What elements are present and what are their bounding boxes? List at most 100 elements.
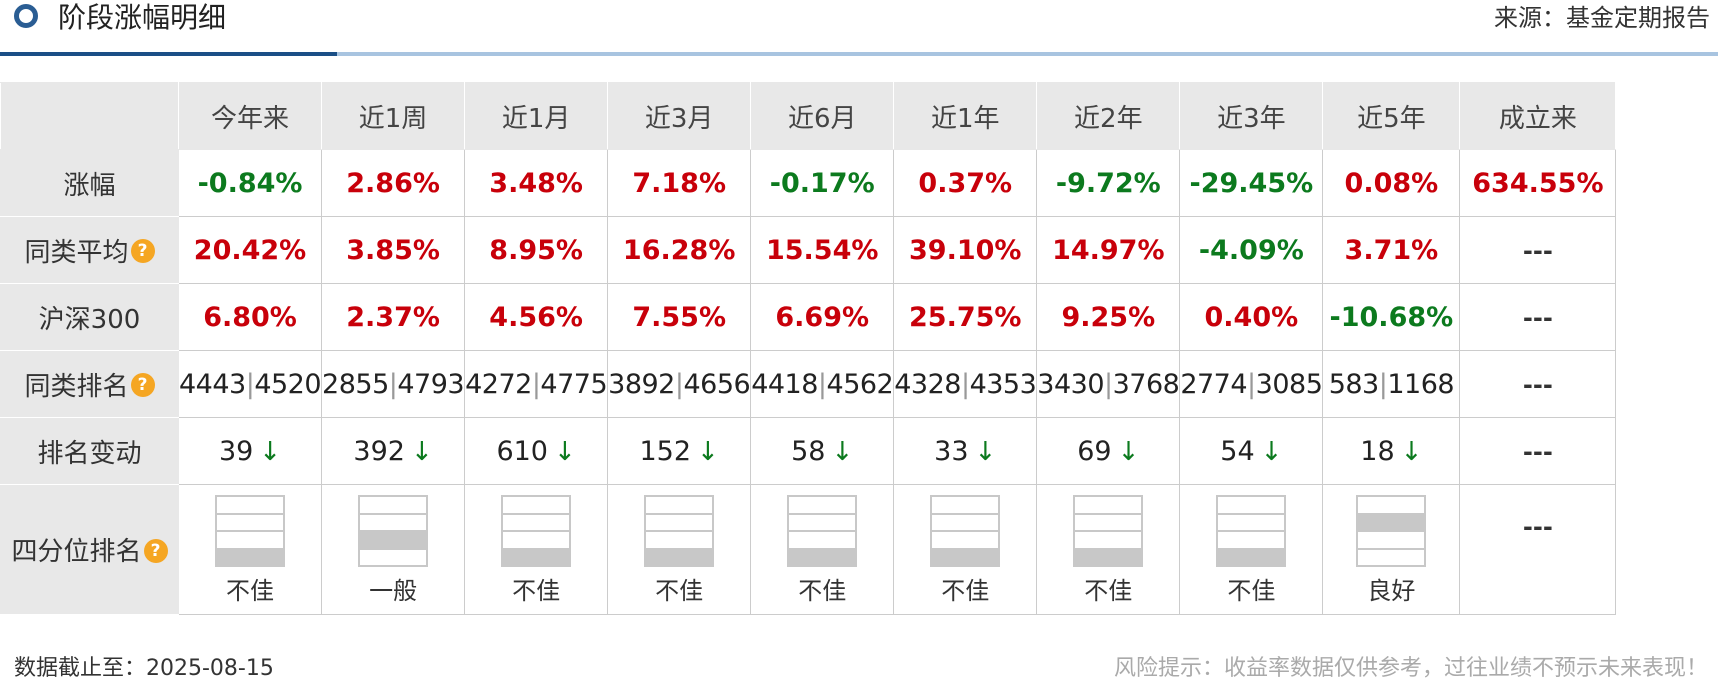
rank-change-cell: 58 ↓	[750, 417, 895, 485]
rank-separator: |	[245, 368, 255, 400]
percent-value: 0.40%	[1204, 301, 1299, 333]
period-header: 近2年	[1036, 82, 1181, 150]
rank-separator: |	[817, 368, 827, 400]
quartile-segment	[1358, 549, 1425, 565]
quartile-chart	[501, 495, 572, 567]
rank-change-value: 69	[1077, 435, 1112, 467]
value-cell: -29.45%	[1179, 149, 1324, 217]
rank-change-cell: 18 ↓	[1322, 417, 1461, 485]
quartile-chart	[358, 495, 429, 567]
period-header: 近1周	[321, 82, 466, 150]
percent-value: -0.84%	[197, 167, 303, 199]
value-cell: ---	[1459, 350, 1617, 418]
risk-notice: 风险提示：收益率数据仅供参考，过往业绩不预示未来表现！	[1113, 656, 1708, 681]
rank-separator: |	[531, 368, 541, 400]
value-cell: 20.42%	[177, 216, 323, 284]
quartile-segment	[1218, 497, 1285, 515]
percent-value: 3.48%	[489, 167, 583, 199]
value-cell: 3.71%	[1322, 216, 1461, 284]
quartile-chart	[930, 495, 1001, 567]
arrow-down-icon: ↓	[831, 436, 854, 467]
percent-value: 2.86%	[346, 167, 440, 199]
quartile-segment	[932, 549, 999, 565]
row-label-return: 涨幅	[0, 149, 179, 217]
quartile-chart	[215, 495, 286, 567]
rank-change-cell: 69 ↓	[1036, 417, 1181, 485]
rank-separator: |	[1378, 368, 1388, 400]
quartile-segment	[1075, 514, 1142, 532]
quartile-segment	[217, 497, 284, 515]
section-header: 阶段涨幅明细 来源：基金定期报告	[0, 0, 1718, 58]
percent-value: 634.55%	[1472, 167, 1604, 199]
quartile-label: 不佳	[941, 577, 990, 605]
help-icon[interactable]: ?	[130, 373, 155, 397]
quartile-segment	[1075, 532, 1142, 550]
rank-change-cell: 610 ↓	[464, 417, 609, 485]
quartile-segment	[646, 514, 713, 532]
value-cell: 6.80%	[177, 283, 323, 351]
percent-value: 7.55%	[632, 301, 726, 333]
percent-value: -4.09%	[1198, 234, 1304, 266]
rank-separator: |	[960, 368, 970, 400]
percent-value: 4.56%	[489, 301, 583, 333]
rank-total: 4656	[683, 368, 751, 400]
arrow-down-icon: ↓	[553, 436, 576, 467]
percent-value: 39.10%	[909, 234, 1022, 266]
quartile-segment	[360, 514, 427, 532]
return-row: 涨幅 -0.84% 2.86% 3.48% 7.18% -0.17% 0.37% -9.72…	[0, 149, 1617, 217]
rank-change-cell: 33 ↓	[893, 417, 1038, 485]
quartile-cell: 不佳	[464, 484, 609, 615]
quartile-chart	[1356, 495, 1427, 567]
quartile-segment	[217, 549, 284, 565]
value-cell: 0.40%	[1179, 283, 1324, 351]
period-header: 成立来	[1459, 82, 1617, 150]
help-icon[interactable]: ?	[130, 239, 155, 263]
rank-position: 2855	[322, 368, 390, 400]
rank-change-value: 58	[791, 435, 826, 467]
percent-value: 14.97%	[1052, 234, 1165, 266]
value-cell: 7.18%	[607, 149, 752, 217]
quartile-segment	[932, 532, 999, 550]
percent-value: 7.18%	[632, 167, 726, 199]
value-cell: 6.69%	[750, 283, 895, 351]
rank-change-cell: 54 ↓	[1179, 417, 1324, 485]
rank-cell: 3430|3768	[1036, 350, 1181, 418]
quartile-segment	[789, 549, 856, 565]
value-cell: 8.95%	[464, 216, 609, 284]
row-label-quartile: 四分位排名?	[0, 484, 179, 615]
rank-separator: |	[1104, 368, 1113, 400]
period-header: 近5年	[1322, 82, 1461, 150]
quartile-segment	[217, 514, 284, 532]
percent-value: 25.75%	[909, 301, 1022, 333]
quartile-label: 不佳	[512, 577, 561, 605]
rank-change-cell: 392 ↓	[321, 417, 466, 485]
quartile-cell: 不佳	[893, 484, 1038, 615]
arrow-down-icon: ↓	[259, 436, 282, 467]
empty-value: ---	[1522, 437, 1553, 466]
quartile-chart	[1216, 495, 1287, 567]
rank-change-value: 152	[639, 435, 692, 467]
quartile-segment	[789, 497, 856, 515]
quartile-cell: 不佳	[177, 484, 323, 615]
rank-change-value: 18	[1360, 435, 1395, 467]
row-label-rank-change: 排名变动	[0, 417, 179, 485]
quartile-segment	[360, 497, 427, 515]
value-cell: 0.08%	[1322, 149, 1461, 217]
corner-cell	[0, 82, 179, 150]
quartile-segment	[1218, 549, 1285, 565]
row-label-hs300: 沪深300	[0, 283, 179, 351]
percent-value: 0.37%	[918, 167, 1013, 199]
percent-value: 8.95%	[489, 234, 583, 266]
percent-value: -0.17%	[769, 167, 875, 199]
rank-change-row: 排名变动 39 ↓ 392 ↓ 610 ↓ 152 ↓ 58 ↓ 33 ↓ 69 ↓ 54 ↓ 18 ↓ ---	[0, 417, 1617, 485]
quartile-segment	[503, 514, 570, 532]
value-cell: 16.28%	[607, 216, 752, 284]
percent-value: 6.69%	[775, 301, 870, 333]
value-cell: 3.48%	[464, 149, 609, 217]
help-icon[interactable]: ?	[143, 538, 168, 563]
header-underline	[0, 52, 1718, 56]
quartile-segment	[1075, 497, 1142, 515]
quartile-segment	[217, 532, 284, 550]
percent-value: -29.45%	[1189, 167, 1314, 199]
value-cell: 25.75%	[893, 283, 1038, 351]
